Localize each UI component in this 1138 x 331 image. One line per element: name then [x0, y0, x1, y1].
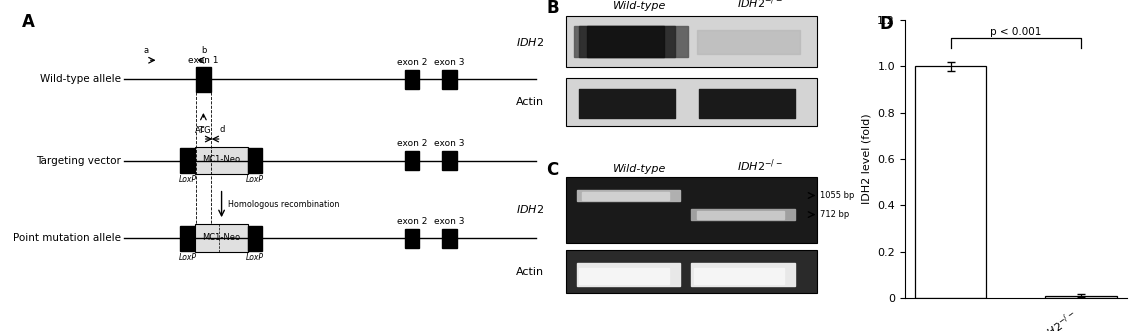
Bar — [915, 66, 987, 298]
Bar — [700, 89, 795, 118]
Bar — [566, 177, 817, 244]
Text: MC1-Neo: MC1-Neo — [203, 233, 240, 242]
Bar — [442, 70, 457, 89]
Bar — [195, 224, 248, 252]
Bar — [248, 226, 262, 251]
Bar — [579, 26, 675, 58]
Text: p < 0.001: p < 0.001 — [990, 27, 1041, 37]
Text: exon 3: exon 3 — [435, 139, 464, 148]
Text: MC1-Neo: MC1-Neo — [203, 155, 240, 165]
Text: 712 bp: 712 bp — [820, 210, 849, 219]
Text: b: b — [201, 46, 207, 55]
Text: Wild-type: Wild-type — [612, 1, 666, 11]
Bar — [574, 26, 688, 58]
Text: Wild-type allele: Wild-type allele — [40, 74, 121, 84]
Text: Actin: Actin — [516, 267, 544, 277]
Text: $\mathit{IDH2^{-/-}}$: $\mathit{IDH2^{-/-}}$ — [736, 157, 782, 173]
Text: $\mathit{IDH2}$: $\mathit{IDH2}$ — [516, 35, 544, 48]
Bar — [579, 268, 669, 284]
Text: exon 2: exon 2 — [397, 58, 427, 67]
Bar — [1045, 296, 1116, 298]
Text: exon 3: exon 3 — [435, 58, 464, 67]
Bar — [248, 148, 262, 173]
Text: $\mathit{IDH2^{-/-}}$: $\mathit{IDH2^{-/-}}$ — [736, 0, 782, 11]
Bar — [442, 151, 457, 170]
Text: LoxP: LoxP — [179, 253, 197, 262]
Bar — [579, 89, 675, 118]
Bar — [180, 226, 195, 251]
Text: LoxP: LoxP — [179, 175, 197, 184]
Text: ATG: ATG — [195, 126, 212, 135]
Bar — [691, 263, 795, 286]
Bar — [577, 190, 681, 201]
Text: exon 2: exon 2 — [397, 139, 427, 148]
Text: D: D — [879, 15, 892, 33]
Text: exon 3: exon 3 — [435, 217, 464, 226]
Bar — [566, 78, 817, 126]
Bar — [404, 151, 420, 170]
Bar — [696, 30, 800, 54]
Text: Homologous recombination: Homologous recombination — [228, 200, 339, 209]
Text: A: A — [22, 13, 35, 31]
Text: LoxP: LoxP — [246, 253, 264, 262]
Bar — [442, 229, 457, 248]
Bar — [566, 16, 817, 67]
Y-axis label: IDH2 level (fold): IDH2 level (fold) — [861, 114, 872, 204]
Bar — [404, 229, 420, 248]
Text: exon 1: exon 1 — [188, 56, 218, 65]
Text: Targeting vector: Targeting vector — [36, 156, 121, 166]
Text: c: c — [199, 125, 204, 134]
Text: Point mutation allele: Point mutation allele — [13, 233, 121, 243]
Bar — [694, 268, 784, 284]
Text: B: B — [546, 0, 559, 17]
Text: exon 2: exon 2 — [397, 217, 427, 226]
Text: LoxP: LoxP — [246, 175, 264, 184]
Bar — [696, 211, 784, 219]
Bar — [180, 148, 195, 173]
Bar — [577, 263, 681, 286]
Bar — [582, 192, 669, 200]
Bar — [691, 209, 795, 220]
Bar — [566, 250, 817, 293]
Bar — [404, 70, 420, 89]
Text: a: a — [143, 46, 149, 55]
Bar — [196, 67, 211, 92]
Text: $\mathit{IDH2}$: $\mathit{IDH2}$ — [516, 203, 544, 214]
Text: 1055 bp: 1055 bp — [820, 191, 855, 200]
Bar — [587, 26, 663, 58]
Bar — [195, 147, 248, 174]
Text: Wild-type: Wild-type — [612, 164, 666, 173]
Text: Actin: Actin — [516, 97, 544, 107]
Text: C: C — [546, 161, 559, 179]
Text: d: d — [220, 125, 225, 134]
